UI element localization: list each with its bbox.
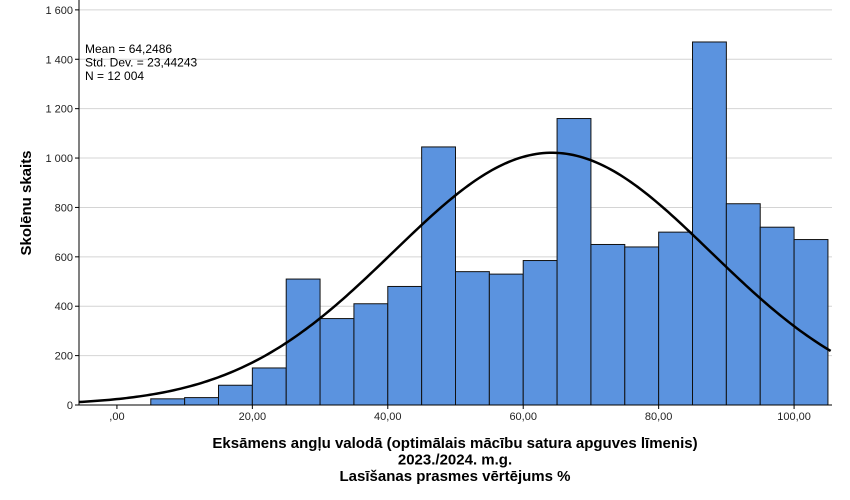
histogram-bar xyxy=(455,271,490,406)
histogram-bar xyxy=(725,203,761,406)
stats-line: N = 12 004 xyxy=(85,69,144,83)
histogram-bar xyxy=(522,260,558,406)
y-tick-label: 200 xyxy=(55,351,73,363)
y-tick-label: 1 400 xyxy=(45,54,73,66)
histogram-bar xyxy=(184,397,219,406)
normal-curve-layer xyxy=(78,151,832,404)
normal-curve xyxy=(78,151,832,404)
x-axis-title-line: Lasīšanas prasmes vērtējums % xyxy=(340,468,571,485)
x-axis-title: Eksāmens angļu valodā (optimālais mācību… xyxy=(212,435,697,485)
histogram-bar xyxy=(759,226,795,406)
y-tick-labels: 0 200 400 600 800 1 000 1 200 1 400 1 600 xyxy=(45,5,73,412)
axes xyxy=(75,0,832,409)
histogram-bar xyxy=(387,285,423,406)
histogram-bar xyxy=(793,239,829,406)
histogram-bar xyxy=(692,41,727,406)
y-tick-label: 800 xyxy=(55,202,73,214)
y-tick-label: 400 xyxy=(55,301,73,313)
histogram-bar xyxy=(353,303,389,406)
y-tick-label: 1 000 xyxy=(45,153,73,165)
histogram-bar xyxy=(217,384,253,406)
y-tick-label: 600 xyxy=(55,252,73,264)
x-tick-label: 40,00 xyxy=(374,411,402,423)
histogram-bar xyxy=(421,146,457,406)
stats-line: Std. Dev. = 23,44243 xyxy=(85,56,198,70)
y-tick-label: 1 200 xyxy=(45,104,73,116)
x-tick-labels: ,00 20,00 40,00 60,00 80,00 100,00 xyxy=(109,411,811,423)
histogram-bar xyxy=(658,231,694,406)
y-tick-label: 1 600 xyxy=(45,5,73,17)
stats-line: Mean = 64,2486 xyxy=(85,42,172,56)
histogram-bar xyxy=(251,367,287,406)
histogram-bars xyxy=(150,41,829,406)
histogram-bar xyxy=(319,318,355,406)
x-tick-label: 20,00 xyxy=(239,411,267,423)
histogram-bar xyxy=(624,246,660,406)
x-axis-title-line: Eksāmens angļu valodā (optimālais mācību… xyxy=(212,435,697,452)
x-tick-label: 60,00 xyxy=(509,411,537,423)
histogram-bar xyxy=(556,118,592,406)
y-tick-label: 0 xyxy=(67,400,73,412)
x-tick-label: 80,00 xyxy=(645,411,673,423)
x-tick-label: ,00 xyxy=(109,411,124,423)
histogram-bar xyxy=(488,273,524,406)
histogram-bar xyxy=(150,398,186,406)
y-axis-title: Skolēnu skaits xyxy=(18,150,35,255)
x-tick-label: 100,00 xyxy=(777,411,811,423)
histogram-bar xyxy=(590,243,626,406)
x-axis-title-line: 2023./2024. m.g. xyxy=(398,452,512,469)
histogram-bar xyxy=(285,278,321,406)
